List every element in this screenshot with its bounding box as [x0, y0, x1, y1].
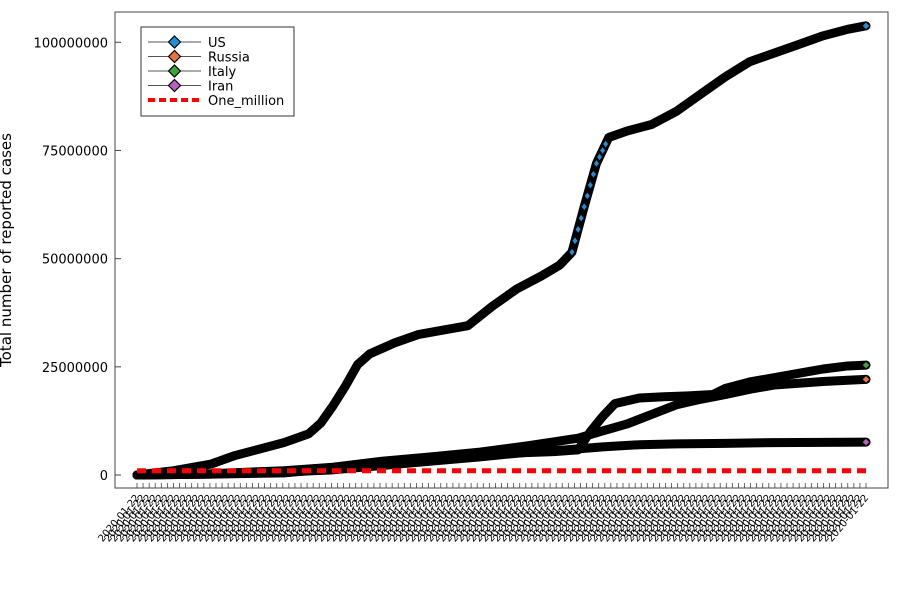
series-marker-us: [586, 180, 594, 190]
legend-label-italy: Italy: [208, 65, 237, 80]
series-marker-us: [577, 213, 585, 223]
series-marker-us: [574, 224, 582, 235]
y-tick-label: 0: [100, 469, 108, 484]
series-layer: [132, 21, 871, 480]
y-tick-label: 50000000: [42, 253, 108, 268]
legend-label-us: US: [208, 36, 226, 51]
series-marker-us: [596, 152, 604, 162]
series-marker-us: [599, 145, 607, 156]
series-marker-us: [580, 202, 588, 212]
series-end-marker-us: [861, 21, 871, 31]
series-marker-us: [571, 236, 579, 246]
y-tick-label: 100000000: [34, 36, 108, 51]
series-end-marker-iran: [861, 437, 871, 447]
series-marker-us: [589, 169, 597, 179]
legend-label-russia: Russia: [208, 51, 250, 66]
legend-swatch-us: [167, 35, 182, 49]
y-tick-label: 75000000: [42, 144, 108, 159]
series-marker-us: [568, 247, 576, 257]
series-end-marker-italy: [861, 360, 871, 370]
y-tick-label: 25000000: [42, 361, 108, 376]
series-line-italy: [132, 360, 871, 480]
legend-label-one-million: One_million: [208, 94, 284, 109]
series-marker-us: [592, 158, 600, 169]
series-line-us: [132, 21, 871, 480]
legend-label-iran: Iran: [208, 80, 233, 95]
y-axis: 0 25000000 50000000 75000000 100000000: [34, 36, 121, 484]
legend-swatch-iran: [167, 78, 182, 93]
x-tick-marks: [136, 483, 867, 488]
series-end-marker-russia: [861, 374, 871, 385]
series-marker-us: [602, 139, 610, 149]
x-tick-labels: 2020-01-222020-01-222020-01-222020-01-22…: [97, 493, 872, 545]
legend-swatch-russia: [167, 49, 182, 64]
legend-swatch-italy: [167, 64, 182, 78]
series-marker-us: [583, 191, 591, 201]
y-axis-label: Total number of reported cases: [0, 133, 15, 368]
